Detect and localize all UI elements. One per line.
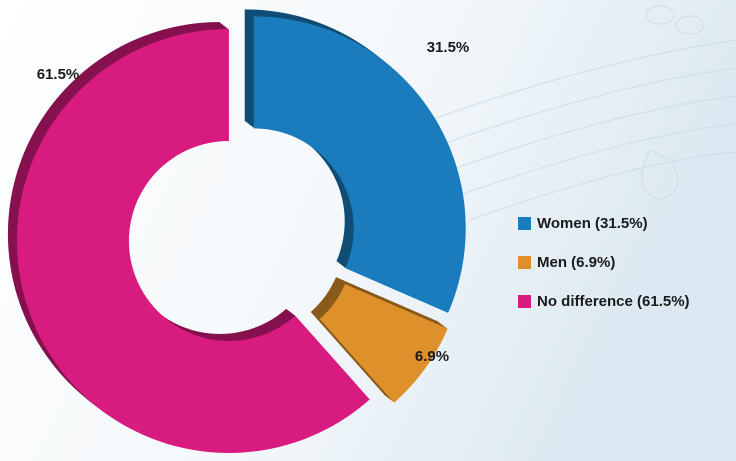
data-label: 61.5%: [37, 66, 80, 83]
legend-swatch: [518, 256, 531, 269]
legend-label: Women (31.5%): [537, 215, 648, 232]
data-label: 31.5%: [427, 39, 470, 56]
chart: 31.5% 6.9% 61.5% Women (31.5%) Men (6.9%) No…: [0, 0, 736, 461]
data-label: 6.9%: [415, 348, 449, 365]
legend-label: No difference (61.5%): [537, 293, 690, 310]
legend-swatch: [518, 295, 531, 308]
legend-label: Men (6.9%): [537, 254, 615, 271]
legend-swatch: [518, 217, 531, 230]
page: 31.5% 6.9% 61.5% Women (31.5%) Men (6.9%) No…: [0, 0, 736, 461]
